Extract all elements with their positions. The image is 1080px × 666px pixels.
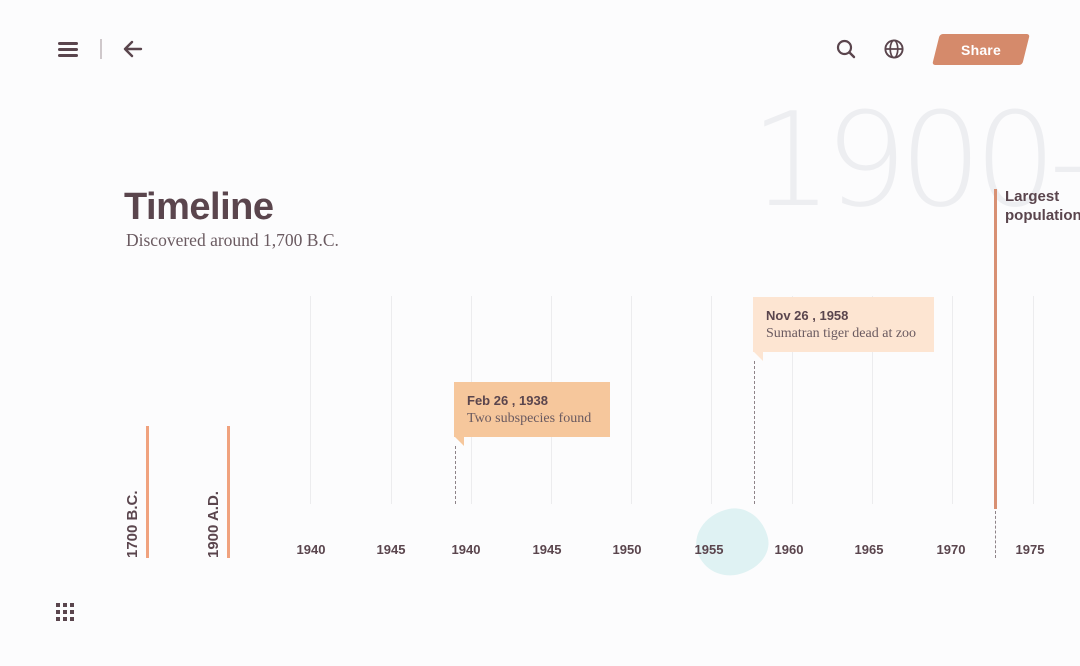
axis-year-label: 1955 <box>694 542 724 557</box>
axis-year-label: 1940 <box>451 542 481 557</box>
era-marker-1700bc[interactable] <box>146 426 149 558</box>
axis-year-label: 1960 <box>774 542 804 557</box>
grid-line <box>872 296 873 504</box>
grid-line <box>952 296 953 504</box>
axis-year-label: 1945 <box>532 542 562 557</box>
era-label-1700bc: 1700 B.C. <box>124 490 141 558</box>
era-marker-1900ad[interactable] <box>227 426 230 558</box>
largest-population-connector <box>995 511 996 558</box>
background-year: 1900- <box>750 84 1080 236</box>
grid-dots-icon[interactable] <box>55 602 75 622</box>
largest-population-line2: population <box>1005 207 1080 224</box>
axis-year-label: 1970 <box>936 542 966 557</box>
search-icon[interactable] <box>834 37 858 61</box>
share-button-label: Share <box>961 41 1001 58</box>
menu-icon[interactable] <box>56 38 80 60</box>
axis-year-label: 1950 <box>612 542 642 557</box>
era-label-1900ad: 1900 A.D. <box>205 491 222 558</box>
largest-population-line1: Largest <box>1005 188 1060 205</box>
event-connector-line <box>455 446 456 504</box>
event-card-1958[interactable]: Nov 26 , 1958 Sumatran tiger dead at zoo <box>753 297 934 352</box>
largest-population-label: Largest population <box>1005 187 1080 225</box>
event-card-tail <box>455 437 464 446</box>
grid-line <box>711 296 712 504</box>
event-date: Nov 26 , 1958 <box>766 308 849 323</box>
top-bar: Share <box>0 0 1080 100</box>
event-date: Feb 26 , 1938 <box>467 393 548 408</box>
grid-line <box>792 296 793 504</box>
event-card-tail <box>754 352 763 361</box>
event-connector-line <box>754 361 755 504</box>
globe-icon[interactable] <box>881 36 907 62</box>
page-title: Timeline <box>124 186 274 228</box>
axis-year-label: 1945 <box>376 542 406 557</box>
page-subtitle: Discovered around 1,700 B.C. <box>126 230 339 250</box>
grid-line <box>631 296 632 504</box>
grid-line <box>391 296 392 504</box>
arrow-left-icon[interactable] <box>121 37 145 61</box>
largest-population-marker[interactable] <box>994 189 997 509</box>
grid-line <box>1033 296 1034 504</box>
share-button[interactable]: Share <box>932 34 1030 65</box>
event-card-1938[interactable]: Feb 26 , 1938 Two subspecies found <box>454 382 610 437</box>
grid-line <box>310 296 311 504</box>
axis-year-label: 1975 <box>1015 542 1045 557</box>
event-description: Two subspecies found <box>467 411 592 426</box>
axis-year-label: 1940 <box>296 542 326 557</box>
axis-year-label: 1965 <box>854 542 884 557</box>
toolbar-divider <box>100 39 102 59</box>
event-description: Sumatran tiger dead at zoo <box>766 326 917 341</box>
